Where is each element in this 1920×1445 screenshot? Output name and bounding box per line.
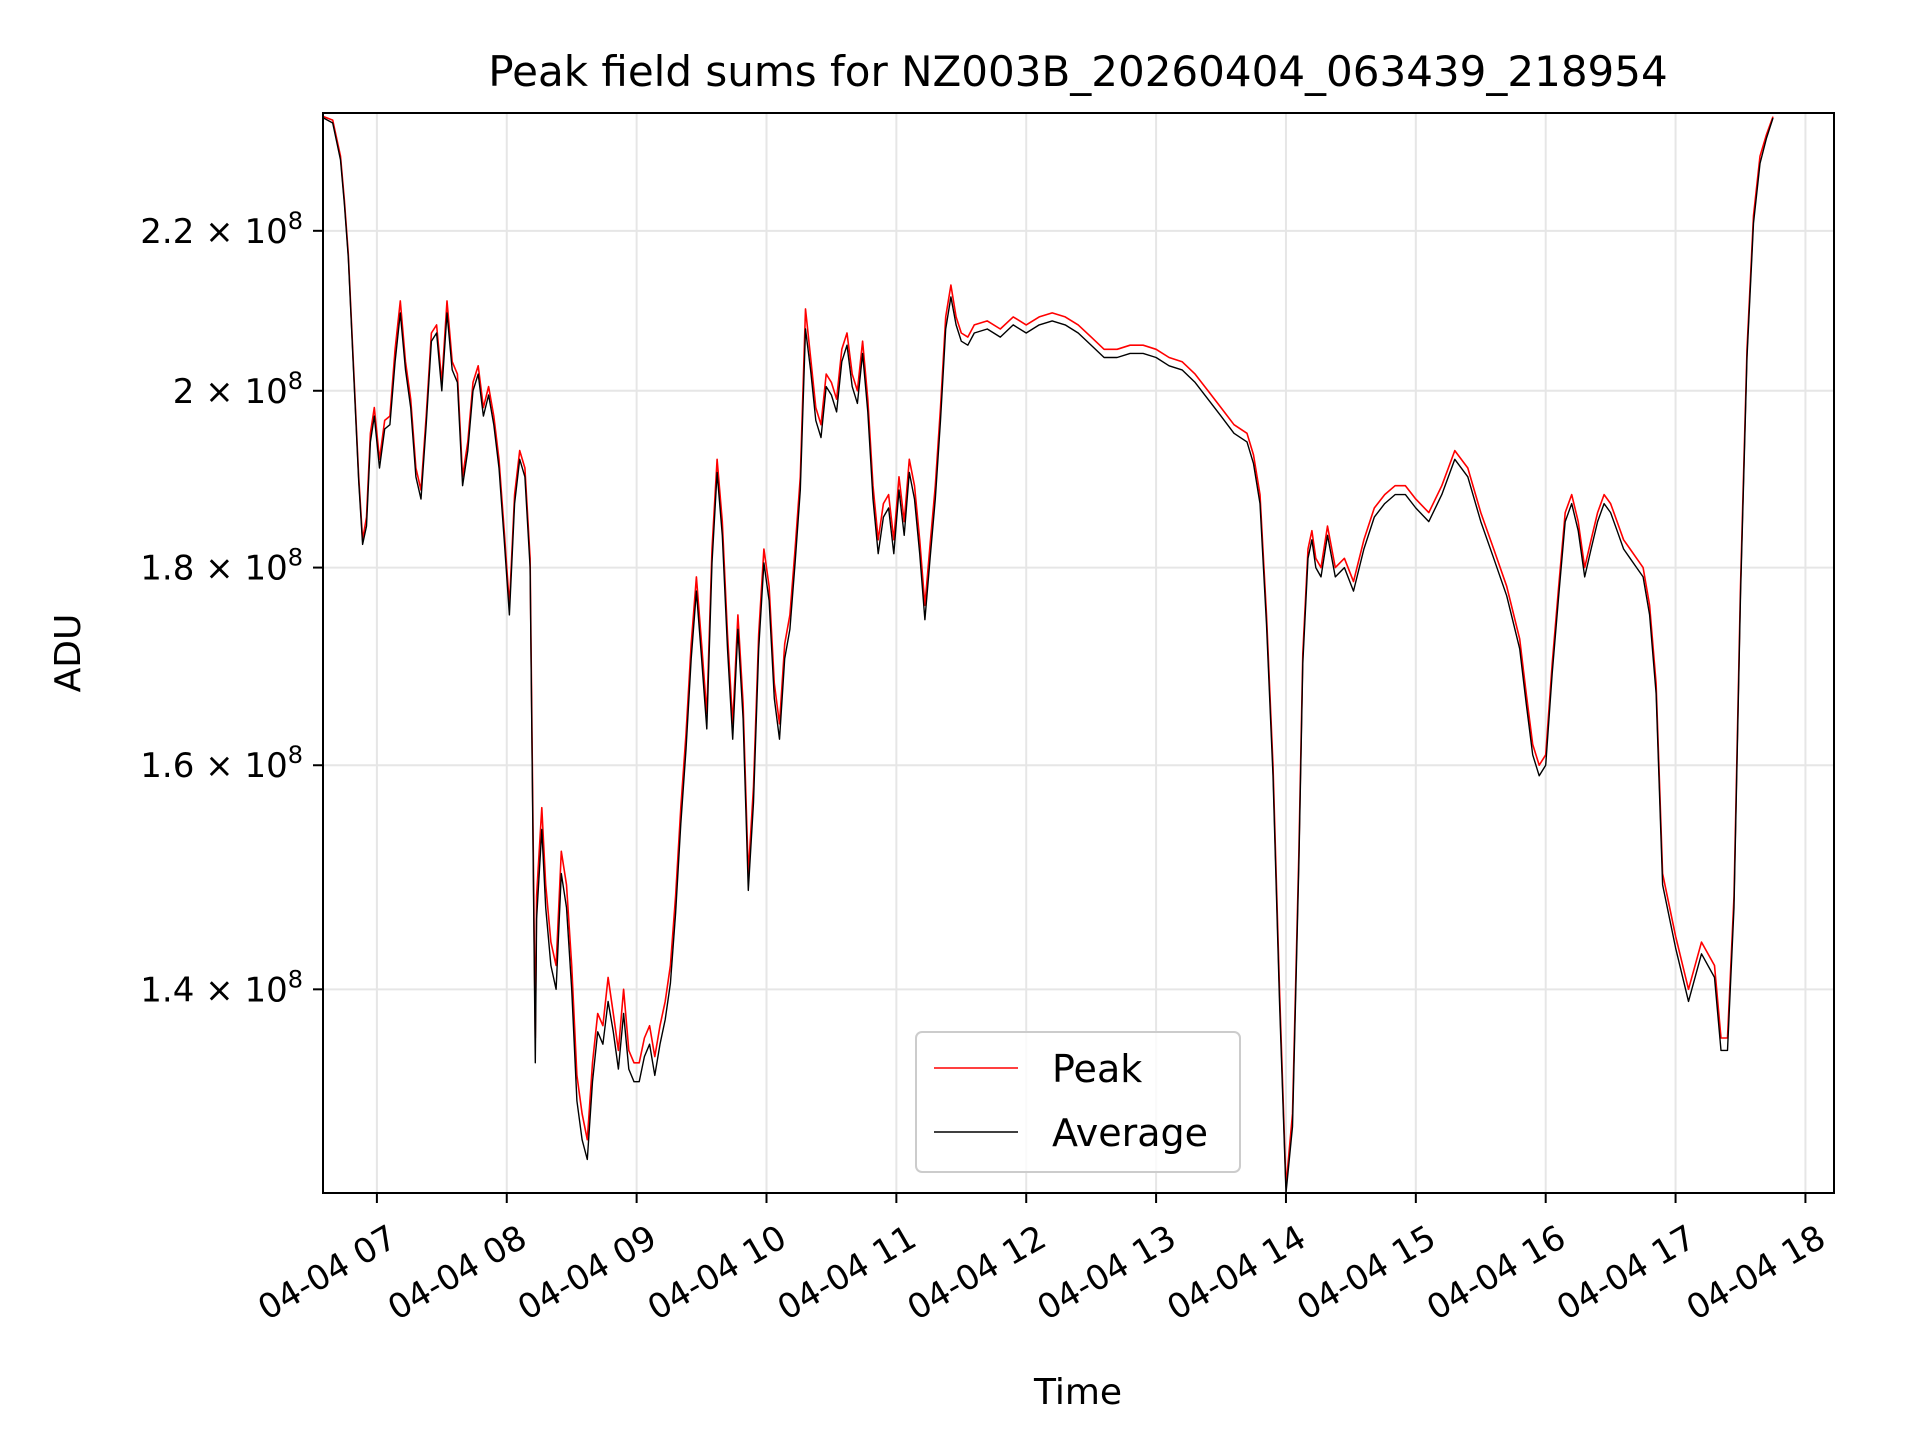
plot-area — [323, 113, 1834, 1193]
chart-title: Peak field sums for NZ003B_20260404_0634… — [488, 47, 1667, 96]
y-tick-label: 1.6 × 108 — [140, 741, 303, 786]
legend: Peak Average — [915, 1031, 1241, 1173]
y-tick-label: 1.4 × 108 — [140, 965, 303, 1010]
x-axis-label: Time — [1033, 1372, 1122, 1413]
y-axis-ticks: 1.4 × 108 1.6 × 108 1.8 × 108 2 × 108 2.2 × … — [140, 207, 323, 1010]
y-tick-label: 2 × 108 — [173, 367, 303, 412]
legend-peak-label: Peak — [1052, 1047, 1142, 1091]
y-tick-label: 1.8 × 108 — [140, 544, 303, 589]
grid — [323, 113, 1834, 1193]
plot-frame — [322, 112, 1835, 1194]
series-line-average — [323, 117, 1774, 1193]
y-axis-label: ADU — [48, 614, 89, 693]
legend-average-label: Average — [1052, 1111, 1208, 1155]
legend-box — [915, 1031, 1241, 1173]
y-tick-label: 2.2 × 108 — [140, 207, 303, 252]
series-layer — [323, 115, 1774, 1193]
